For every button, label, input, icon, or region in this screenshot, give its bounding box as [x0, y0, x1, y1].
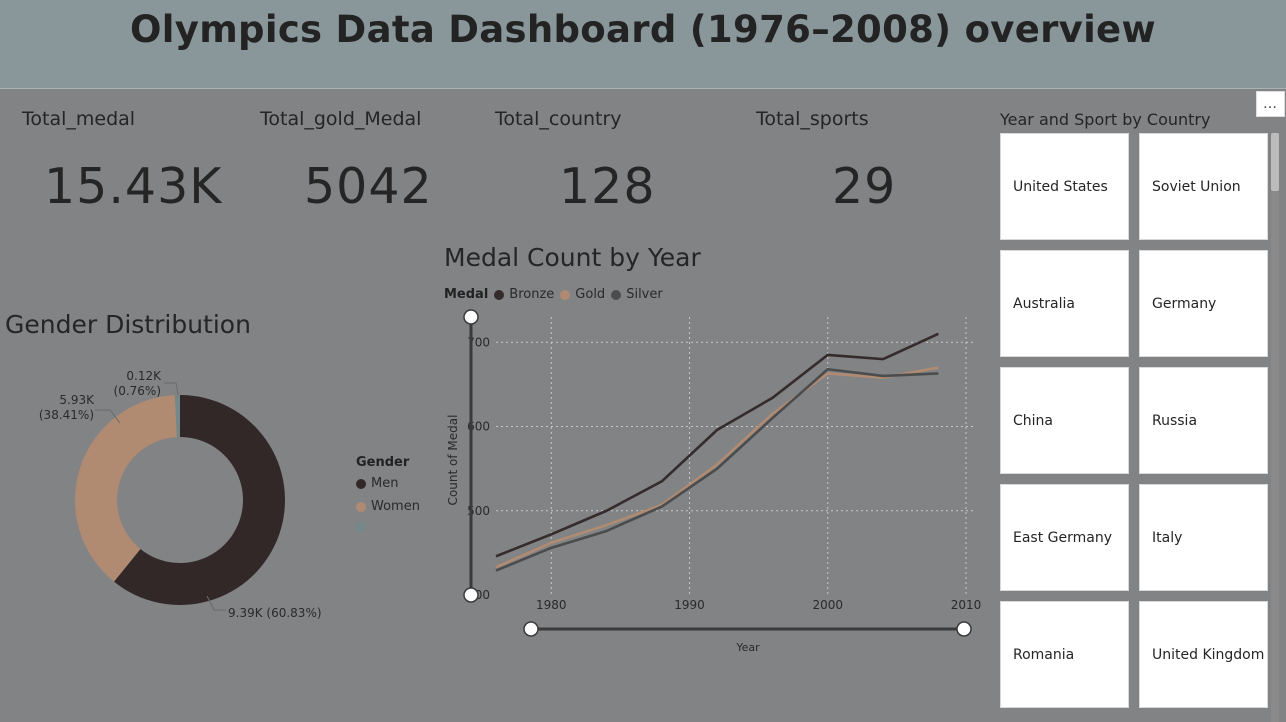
donut-slice-men[interactable] — [114, 395, 285, 605]
x-tick-label: 1990 — [674, 598, 705, 612]
x-tick-label: 2010 — [951, 598, 982, 612]
gold-legend-dot — [560, 289, 571, 300]
slicer-tile-united-states[interactable]: United States — [1000, 133, 1129, 240]
x-axis-title: Year — [735, 641, 760, 654]
slicer-tile-russia[interactable]: Russia — [1139, 367, 1268, 474]
gender-donut-chart: 9.39K (60.83%) 5.93K (38.41%) 0.12K (0.7… — [39, 369, 322, 620]
medal-line-chart: 1980199020002010700600500400 Year Count … — [446, 309, 982, 654]
slicer-scrollbar[interactable] — [1271, 133, 1279, 722]
legend-label-silver: Silver — [626, 287, 663, 302]
bronze-series-line[interactable] — [495, 332, 939, 558]
kpi-total-medal: Total_medal 15.43K — [22, 108, 242, 215]
leader-line-other — [164, 382, 179, 396]
legend-label-bronze: Bronze — [509, 287, 555, 302]
silver-series-line[interactable] — [495, 367, 939, 572]
kpi-value: 29 — [832, 158, 897, 215]
kpi-value: 128 — [559, 158, 656, 215]
legend-item-men[interactable]: Men — [356, 476, 420, 491]
y-range-slider-handle-top[interactable] — [463, 309, 479, 325]
slicer-tile-china[interactable]: China — [1000, 367, 1129, 474]
country-slicer: United States Soviet Union Australia Ger… — [1000, 133, 1268, 708]
other-value-label: 0.12K — [126, 369, 162, 383]
women-pct-label: (38.41%) — [39, 408, 94, 422]
other-pct-label: (0.76%) — [114, 384, 161, 398]
slicer-title: Year and Sport by Country — [1000, 110, 1211, 129]
slicer-tile-germany[interactable]: Germany — [1139, 250, 1268, 357]
x-range-slider-handle-left[interactable] — [523, 621, 539, 637]
legend-item-other[interactable] — [356, 522, 420, 532]
slicer-tile-australia[interactable]: Australia — [1000, 250, 1129, 357]
kpi-value: 5042 — [304, 158, 433, 215]
dashboard-title: Olympics Data Dashboard (1976–2008) over… — [130, 8, 1156, 51]
x-tick-label: 2000 — [812, 598, 843, 612]
kpi-total-country: Total_country 128 — [495, 108, 715, 215]
kpi-label: Total_gold_Medal — [260, 108, 422, 130]
women-legend-dot — [356, 501, 366, 512]
y-range-slider-handle-bottom[interactable] — [463, 587, 479, 603]
more-options-button[interactable]: … — [1256, 91, 1285, 117]
gender-legend: Gender Men Women — [356, 455, 420, 532]
y-tick-label: 600 — [467, 420, 490, 434]
dashboard-header: Olympics Data Dashboard (1976–2008) over… — [0, 0, 1286, 89]
men-data-label: 9.39K (60.83%) — [228, 606, 322, 620]
leader-line-men — [206, 595, 226, 611]
slicer-scrollbar-thumb[interactable] — [1271, 133, 1279, 191]
y-tick-label: 500 — [467, 504, 490, 518]
legend-label-men: Men — [371, 476, 399, 491]
kpi-value: 15.43K — [44, 158, 223, 215]
x-tick-label: 1980 — [536, 598, 567, 612]
medal-legend-title: Medal — [444, 287, 489, 302]
gold-series-line[interactable] — [495, 366, 939, 569]
kpi-total-gold-medal: Total_gold_Medal 5042 — [260, 108, 480, 215]
legend-item-women[interactable]: Women — [356, 499, 420, 514]
medal-chart-title: Medal Count by Year — [444, 243, 701, 272]
y-tick-label: 700 — [467, 335, 490, 349]
gender-legend-title: Gender — [356, 455, 410, 470]
slicer-tile-romania[interactable]: Romania — [1000, 601, 1129, 708]
slicer-tile-italy[interactable]: Italy — [1139, 484, 1268, 591]
other-legend-dot — [356, 522, 366, 532]
y-axis-title: Count of Medal — [446, 415, 460, 506]
bronze-legend-dot — [494, 289, 505, 300]
legend-label-gold: Gold — [575, 287, 606, 302]
slicer-tile-united-kingdom[interactable]: United Kingdom — [1139, 601, 1268, 708]
donut-slice-other[interactable] — [174, 395, 180, 438]
men-legend-dot — [356, 478, 366, 489]
kpi-label: Total_country — [495, 108, 622, 130]
legend-label-women: Women — [371, 499, 420, 514]
legend-item-bronze[interactable]: Bronze — [494, 287, 554, 302]
kpi-label: Total_medal — [22, 108, 136, 130]
kpi-label: Total_sports — [756, 108, 869, 130]
gender-chart-title: Gender Distribution — [5, 310, 251, 339]
medal-legend: Medal Bronze Gold Silver — [444, 287, 663, 302]
legend-item-gold[interactable]: Gold — [560, 287, 605, 302]
x-range-slider-handle-right[interactable] — [956, 621, 972, 637]
silver-legend-dot — [611, 289, 622, 300]
women-value-label: 5.93K — [59, 393, 95, 407]
slicer-tile-east-germany[interactable]: East Germany — [1000, 484, 1129, 591]
slicer-tile-soviet-union[interactable]: Soviet Union — [1139, 133, 1268, 240]
kpi-total-sports: Total_sports 29 — [756, 108, 976, 215]
leader-line-women — [95, 409, 121, 424]
legend-item-silver[interactable]: Silver — [611, 287, 663, 302]
donut-slice-women[interactable] — [75, 395, 177, 582]
